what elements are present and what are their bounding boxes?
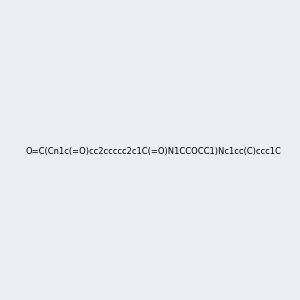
Text: O=C(Cn1c(=O)cc2ccccc2c1C(=O)N1CCOCC1)Nc1cc(C)ccc1C: O=C(Cn1c(=O)cc2ccccc2c1C(=O)N1CCOCC1)Nc1… <box>26 147 282 156</box>
